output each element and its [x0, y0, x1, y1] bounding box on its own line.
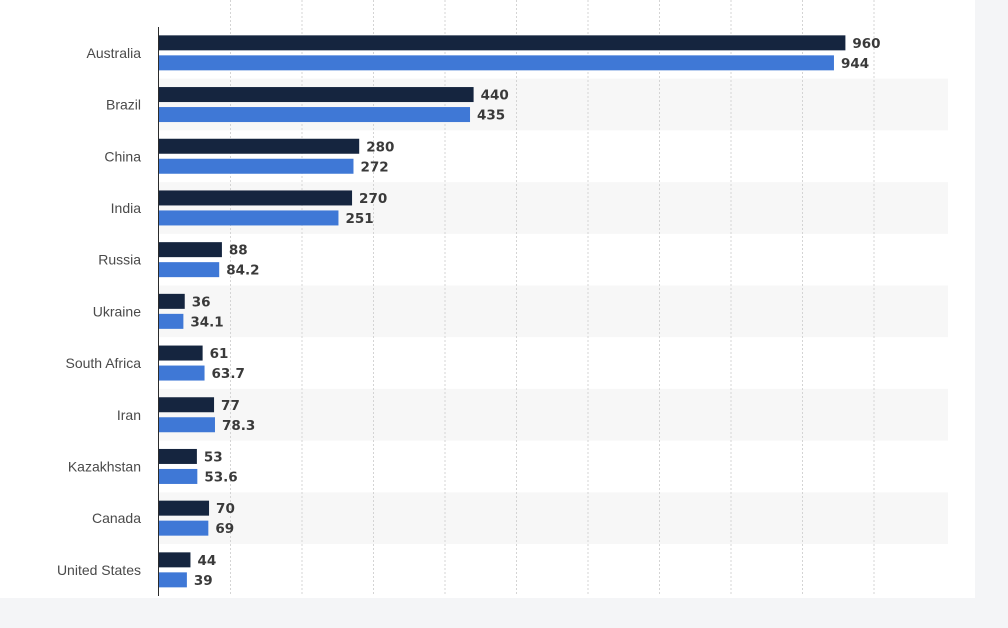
data-label: 78.3: [222, 418, 255, 434]
bar-series-1: [159, 242, 222, 258]
category-label: Australia: [87, 45, 142, 61]
data-label: 61: [210, 346, 229, 362]
data-label: 88: [229, 243, 248, 259]
category-band: [158, 388, 948, 441]
bar-series-2: [159, 107, 471, 123]
data-label: 435: [477, 108, 505, 124]
category-band: [158, 285, 948, 338]
bar-series-1: [159, 552, 191, 568]
bar-series-1: [159, 138, 360, 154]
bar-series-2: [159, 365, 205, 381]
data-label: 270: [359, 191, 387, 207]
category-label: Canada: [92, 510, 141, 526]
category-label: Brazil: [106, 97, 141, 113]
bar-series-2: [159, 417, 215, 433]
data-label: 84.2: [226, 263, 259, 279]
bar-series-1: [159, 293, 185, 309]
data-label: 70: [216, 501, 235, 517]
category-label: India: [111, 200, 142, 216]
category-label: South Africa: [66, 355, 142, 371]
data-label: 36: [192, 294, 211, 310]
bar-series-2: [159, 55, 834, 71]
data-label: 53: [204, 449, 223, 465]
data-label: 77: [221, 398, 240, 414]
category-label: Ukraine: [93, 303, 141, 319]
data-label: 53.6: [204, 469, 237, 485]
data-label: 39: [194, 573, 213, 589]
data-label: 440: [481, 88, 509, 104]
bar-series-1: [159, 87, 474, 103]
data-label: 251: [345, 211, 373, 227]
category-band: [158, 182, 948, 234]
data-label: 69: [215, 521, 234, 537]
category-label: Russia: [98, 252, 141, 268]
data-label: 63.7: [212, 366, 245, 382]
category-label: Iran: [117, 407, 141, 423]
data-label: 34.1: [190, 314, 223, 330]
data-label: 944: [841, 56, 869, 72]
bar-series-2: [159, 572, 187, 588]
bar-series-2: [159, 520, 209, 536]
data-label: 960: [852, 36, 880, 52]
bar-series-1: [159, 397, 215, 413]
bar-series-2: [159, 158, 354, 174]
bar-series-1: [159, 345, 203, 361]
bar-series-1: [159, 35, 846, 51]
bar-series-2: [159, 468, 198, 484]
category-label: China: [104, 148, 141, 164]
category-band: [158, 492, 948, 544]
bar-series-2: [159, 210, 339, 226]
bar-series-1: [159, 448, 197, 464]
category-band: [158, 78, 948, 131]
bar-series-1: [159, 190, 353, 206]
category-label: United States: [57, 562, 141, 578]
bar-series-2: [159, 313, 184, 329]
data-label: 280: [366, 139, 394, 155]
bar-series-1: [159, 500, 210, 516]
bar-series-2: [159, 262, 220, 278]
category-label: Kazakhstan: [68, 458, 141, 474]
data-label: 272: [360, 159, 388, 175]
data-label: 44: [197, 553, 216, 569]
